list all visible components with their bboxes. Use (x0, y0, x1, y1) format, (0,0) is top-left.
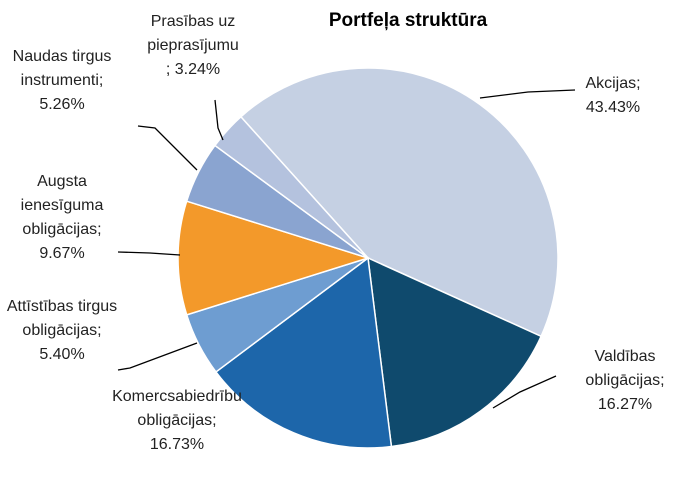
leader-line (214, 99, 224, 141)
data-label-text: Prasības uz pieprasījumu ; 3.24% (143, 10, 243, 82)
value-label: 5.26% (39, 96, 85, 113)
data-label: Augsta ienesīguma obligācijas; 9.67% (2, 170, 122, 266)
data-label-text: Akcijas; 43.43% (563, 72, 663, 120)
category-label: Attīstības tirgus obligācijas; (6, 298, 118, 339)
value-label: 9.67% (39, 245, 85, 262)
value-label: 16.27% (597, 396, 653, 413)
data-label-text: Attīstības tirgus obligācijas; 5.40% (2, 295, 122, 367)
leader-line (137, 125, 198, 171)
category-label: Komercsabiedrību obligācijas; (112, 388, 242, 429)
data-label: Valdības obligācijas; 16.27% (565, 345, 684, 417)
pie-slice (239, 67, 559, 338)
category-label: Augsta ienesīguma obligācijas; (20, 173, 104, 238)
data-label: Prasības uz pieprasījumu ; 3.24% (143, 10, 243, 82)
chart-title: Portfeļa struktūra (329, 10, 488, 31)
pie-slice (214, 256, 393, 449)
leader-line (117, 342, 198, 371)
category-label: Naudas tirgus instrumenti; (12, 48, 112, 89)
category-label: Akcijas; (585, 75, 641, 92)
category-label: Prasības uz pieprasījumu (147, 13, 239, 54)
value-label: 5.40% (39, 346, 85, 363)
data-label-text: Komercsabiedrību obligācijas; 16.73% (112, 385, 242, 457)
leader-line (117, 251, 181, 256)
data-label: Attīstības tirgus obligācijas; 5.40% (2, 295, 122, 367)
value-label: 43.43% (585, 99, 641, 116)
pie-slice (367, 256, 543, 448)
value-label: ; 3.24% (165, 61, 221, 78)
leader-line (492, 375, 557, 409)
pie-slice (213, 115, 369, 259)
data-label-text: Valdības obligācijas; 16.27% (565, 345, 684, 417)
data-label-text: Augsta ienesīguma obligācijas; 9.67% (2, 170, 122, 266)
data-label: Komercsabiedrību obligācijas; 16.73% (112, 385, 242, 457)
data-label: Naudas tirgus instrumenti; 5.26% (2, 45, 122, 117)
data-label-text: Naudas tirgus instrumenti; 5.26% (2, 45, 122, 117)
category-label: Valdības obligācijas; (585, 348, 665, 389)
pie-slice (177, 200, 371, 316)
leader-line (479, 89, 576, 99)
data-label: Akcijas; 43.43% (563, 72, 663, 120)
value-label: 16.73% (149, 436, 205, 453)
